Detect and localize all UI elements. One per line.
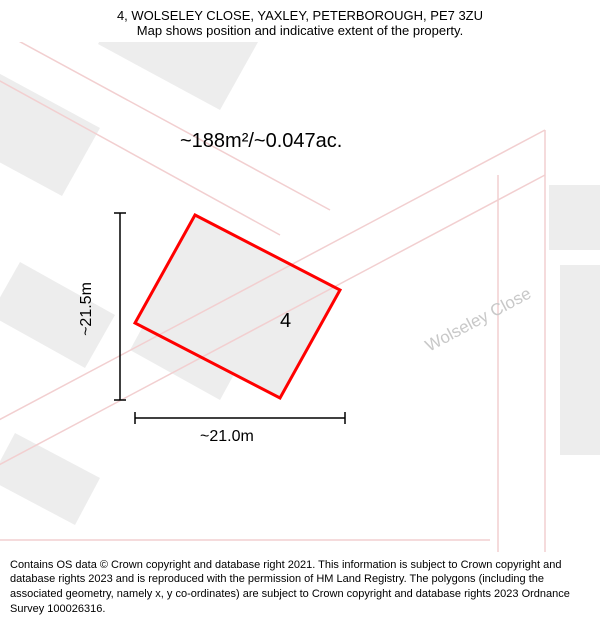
area-label: ~188m²/~0.047ac. [180,130,342,153]
highlighted-building-fill [135,215,340,398]
building-shape [560,265,600,455]
dimension-horizontal-label: ~21.0m [200,428,254,446]
page-subtitle: Map shows position and indicative extent… [10,23,590,38]
plot-number-label: 4 [280,310,291,333]
dimension-vertical-label: ~21.5m [78,282,96,336]
footer-copyright: Contains OS data © Crown copyright and d… [0,552,600,625]
building-shape [0,433,100,525]
building-shape [549,185,600,250]
building-shape [0,262,115,368]
page-title: 4, WOLSELEY CLOSE, YAXLEY, PETERBOROUGH,… [10,8,590,23]
building-shape [0,62,100,196]
header: 4, WOLSELEY CLOSE, YAXLEY, PETERBOROUGH,… [0,0,600,42]
